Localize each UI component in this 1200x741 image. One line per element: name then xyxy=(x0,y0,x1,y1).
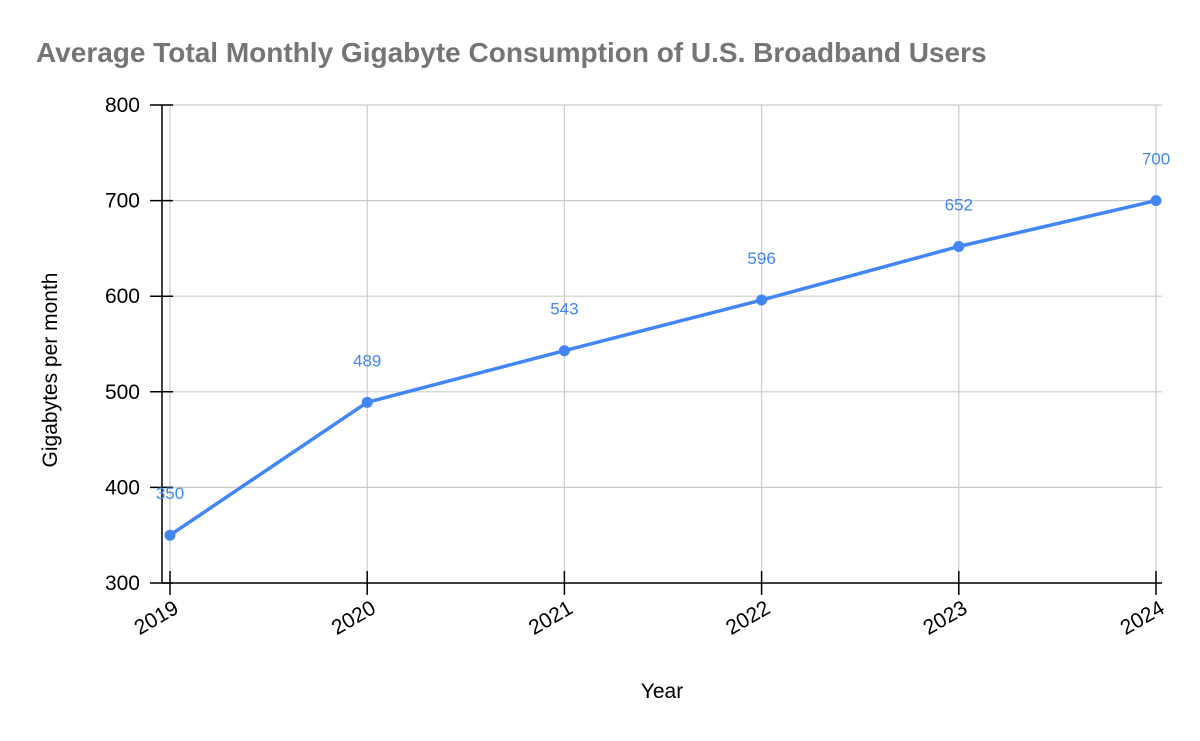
x-tick-label: 2023 xyxy=(919,596,971,639)
gridlines xyxy=(162,104,1162,583)
x-tick-label: 2019 xyxy=(131,596,183,639)
data-point xyxy=(1150,195,1162,207)
x-tick-label: 2020 xyxy=(328,596,380,639)
data-point xyxy=(361,396,373,408)
data-label: 350 xyxy=(156,484,184,503)
y-tick-label: 300 xyxy=(105,572,140,595)
y-tick-label: 400 xyxy=(105,476,140,499)
y-tick-label: 700 xyxy=(105,190,140,213)
data-label: 652 xyxy=(945,195,973,214)
y-tick-label: 500 xyxy=(105,381,140,404)
data-point xyxy=(558,345,570,357)
y-tick-label: 800 xyxy=(105,94,140,117)
x-tick-label: 2022 xyxy=(722,596,774,639)
data-point xyxy=(756,294,768,306)
data-label: 543 xyxy=(550,300,578,319)
data-label: 596 xyxy=(747,249,775,268)
x-tick-label: 2021 xyxy=(525,596,577,639)
y-axis-label: Gigabytes per month xyxy=(39,273,62,468)
axes: 300 400 500 600 700 800 2019 2020 2021 2022 2023 20… xyxy=(105,94,1169,640)
chart-title: Average Total Monthly Gigabyte Consumpti… xyxy=(36,37,987,68)
y-tick-label: 600 xyxy=(105,285,140,308)
data-point xyxy=(953,240,965,252)
data-label: 700 xyxy=(1142,150,1170,169)
x-axis-label: Year xyxy=(641,680,683,703)
series-line-group xyxy=(164,195,1162,541)
data-labels: 350 489 543 596 652 700 xyxy=(156,150,1170,504)
data-label: 489 xyxy=(353,351,381,370)
series-line xyxy=(169,198,1157,537)
data-point xyxy=(164,529,176,541)
x-tick-label: 2024 xyxy=(1117,596,1169,639)
